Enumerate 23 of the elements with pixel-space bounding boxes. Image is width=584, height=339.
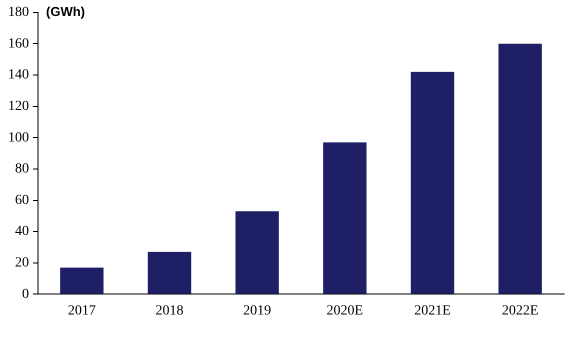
y-tick-label: 180	[8, 5, 29, 20]
bar	[323, 142, 367, 294]
y-tick-label: 40	[15, 224, 29, 240]
x-tick-label: 2017	[68, 303, 96, 318]
x-tick-label: 2018	[156, 303, 184, 318]
y-tick-label: 140	[8, 68, 29, 83]
bar	[148, 252, 192, 294]
bar	[60, 268, 104, 294]
y-tick-label: 20	[15, 256, 29, 271]
bar	[498, 44, 542, 294]
x-tick-label: 2019	[243, 303, 272, 318]
y-tick-label: 160	[8, 36, 29, 52]
x-tick-label: 2020E	[326, 303, 364, 318]
y-tick-label: 120	[8, 99, 29, 114]
y-axis-title: (GWh)	[46, 4, 85, 19]
y-tick-label: 80	[15, 162, 29, 177]
bar	[235, 211, 279, 294]
y-tick-label: 0	[22, 286, 29, 302]
y-tick-label: 100	[8, 130, 29, 146]
bar	[410, 72, 454, 294]
x-tick-label: 2021E	[414, 303, 451, 318]
y-tick-label: 60	[15, 192, 29, 208]
x-tick-label: 2022E	[502, 303, 538, 318]
